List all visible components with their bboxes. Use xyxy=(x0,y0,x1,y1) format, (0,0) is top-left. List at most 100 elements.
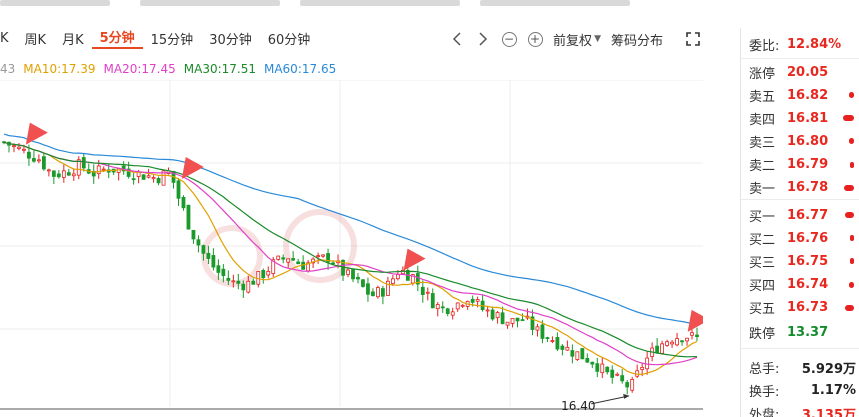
candle-body xyxy=(12,145,16,148)
ask-level-4: 卖四 16.81 xyxy=(741,107,859,129)
ask-level-3-label: 卖三 xyxy=(749,135,776,151)
candle-body xyxy=(680,340,684,343)
candle-body xyxy=(470,298,475,303)
candle-body xyxy=(211,255,216,268)
limit-up-value: 20.05 xyxy=(787,64,829,80)
period-tabs: K 周K 月K 5分钟 15分钟 30分钟 60分钟 xyxy=(0,26,318,50)
chevron-left-icon[interactable] xyxy=(449,30,465,48)
candle-body xyxy=(131,178,136,181)
candle-body xyxy=(141,174,146,180)
candle-body xyxy=(475,299,480,302)
low-pointer-arrow xyxy=(623,393,630,399)
candle-body xyxy=(655,345,660,354)
candle-body xyxy=(17,146,21,149)
adjust-dropdown[interactable]: 前复权 ▼ xyxy=(553,30,601,49)
ask-level-1-label: 卖一 xyxy=(749,182,776,198)
order-ratio-value: 12.84% xyxy=(787,36,842,52)
candle-body xyxy=(216,265,221,273)
candle-body xyxy=(236,280,241,284)
candle-body xyxy=(570,350,575,357)
candle-body xyxy=(366,283,370,295)
chip-distribution-button[interactable]: 筹码分布 xyxy=(610,30,663,49)
stat-value: 5.929万 xyxy=(801,361,856,377)
candle-body xyxy=(575,351,580,360)
panel-divider xyxy=(741,58,859,59)
candle-body xyxy=(455,302,460,310)
candle-body xyxy=(660,343,665,354)
chevron-right-icon[interactable] xyxy=(475,30,491,48)
candle-body xyxy=(176,180,181,199)
bid-level-4: 买四 16.74 xyxy=(741,274,859,296)
candle-body xyxy=(500,312,505,325)
candle-body xyxy=(565,346,570,351)
bid-level-2-value: 16.76 xyxy=(787,230,829,246)
candle-body xyxy=(460,304,465,307)
bid-level-5-volume-bar xyxy=(845,304,854,311)
stat-value: 3.135万 xyxy=(801,407,856,417)
ask-level-1-value: 16.78 xyxy=(787,180,829,196)
candle-body xyxy=(505,321,510,326)
ma30-value: MA30:17.51 xyxy=(183,62,256,76)
signal-arrow xyxy=(25,122,48,145)
candle-body xyxy=(485,309,490,312)
candle-body xyxy=(331,262,335,265)
order-ratio: 委比: 12.84% xyxy=(741,33,859,55)
candle-body xyxy=(560,345,565,350)
ask-level-1-volume-bar xyxy=(844,184,854,191)
candle-body xyxy=(675,338,679,346)
candle-body xyxy=(81,157,86,169)
candle-body xyxy=(91,170,96,177)
tab-day-k[interactable]: K xyxy=(0,30,9,46)
candle-body xyxy=(445,308,450,314)
candle-body xyxy=(196,239,201,246)
tab-5min[interactable]: 5分钟 xyxy=(91,27,143,49)
chip-label: 筹码分布 xyxy=(610,33,663,49)
candle-body xyxy=(32,158,36,162)
candle-body xyxy=(41,156,46,170)
bid-level-5-value: 16.73 xyxy=(787,300,829,316)
candle-body xyxy=(580,348,585,360)
candle-body xyxy=(276,255,281,260)
tab-60min[interactable]: 60分钟 xyxy=(267,32,311,48)
candle-body xyxy=(510,318,515,324)
candle-body xyxy=(27,151,31,159)
candle-body xyxy=(46,169,51,172)
candle-body xyxy=(515,317,520,322)
tab-15min[interactable]: 15分钟 xyxy=(150,32,194,48)
plus-circle-icon[interactable]: + xyxy=(527,30,543,48)
tab-30min[interactable]: 30分钟 xyxy=(209,32,252,48)
chart-toolbar: − + 前复权 ▼ 筹码分布 xyxy=(449,28,701,50)
candle-body xyxy=(495,312,500,319)
candle-body xyxy=(420,286,425,295)
candle-body xyxy=(390,278,395,284)
candle-body xyxy=(395,274,400,280)
candle-body xyxy=(316,255,320,258)
candle-body xyxy=(625,382,630,388)
order-book-panel: 委比: 12.84% 涨停 20.05 卖五 16.82 卖四 16.81 卖三 16.80 卖二 1… xyxy=(740,28,859,417)
ask-level-1: 卖一 16.78 xyxy=(741,177,859,199)
ask-level-5-label: 卖五 xyxy=(749,89,776,105)
candle-body xyxy=(530,316,535,330)
candle-body xyxy=(66,172,71,176)
stat-row: 总手: 5.929万 xyxy=(741,356,859,378)
minus-circle-icon[interactable]: − xyxy=(501,30,517,48)
bid-level-5-label: 买五 xyxy=(749,302,776,318)
fullscreen-button[interactable] xyxy=(685,30,701,48)
candle-body xyxy=(550,340,555,342)
tab-month-k[interactable]: 月K xyxy=(62,32,84,48)
candle-body xyxy=(540,324,545,339)
bid-level-2-label: 买二 xyxy=(749,232,776,248)
candlestick-chart[interactable]: 16.40 xyxy=(0,80,703,417)
tab-week-k[interactable]: 周K xyxy=(24,32,47,48)
ma5-value: 43 xyxy=(0,62,16,76)
ma60-value: MA60:17.65 xyxy=(263,62,337,76)
candle-body xyxy=(600,363,605,374)
adjust-label: 前复权 xyxy=(553,33,593,49)
candle-body xyxy=(425,291,430,294)
candle-body xyxy=(76,159,81,176)
candle-body xyxy=(490,309,495,320)
bid-level-4-label: 买四 xyxy=(749,279,776,295)
candle-body xyxy=(630,379,635,391)
bid-level-1-volume-bar xyxy=(845,212,854,218)
bid-level-4-value: 16.74 xyxy=(787,277,829,293)
